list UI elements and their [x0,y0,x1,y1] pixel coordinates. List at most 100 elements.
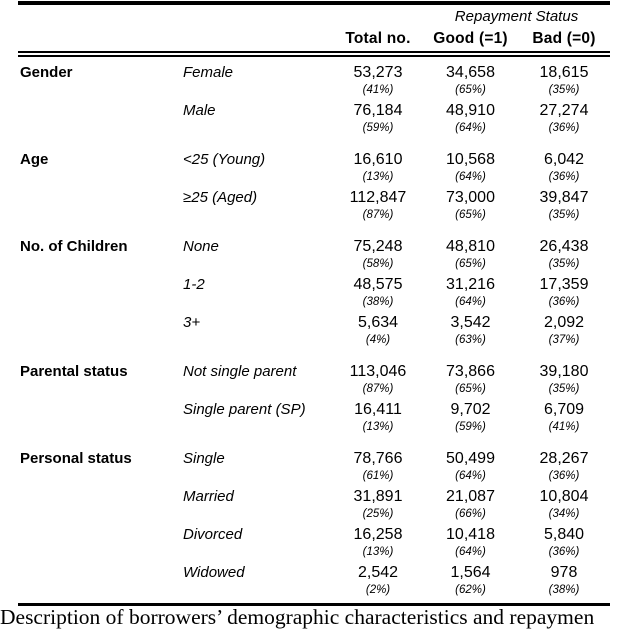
bad-pct-cell: (36%) [548,122,580,134]
table-row-percentages: (13%) (64%) (36%) [18,170,610,188]
total-cell: 76,184 [353,102,403,119]
subcategory-cell: Female [183,64,234,81]
total-pct-cell: (61%) [362,470,394,482]
total-pct-cell: (87%) [362,209,394,221]
bad-cell: 39,180 [539,363,589,380]
good-pct-cell: (63%) [455,334,486,346]
subcategory-cell: ≥25 (Aged) [183,189,258,206]
good-cell: 10,568 [446,151,495,168]
table-row: Divorced 16,258 10,418 5,840 [18,525,610,545]
good-cell: 73,000 [446,189,495,206]
bad-pct-cell: (36%) [548,296,580,308]
good-pct-cell: (62%) [455,584,486,596]
column-header-total: Total no. [345,30,411,47]
category-cell: Gender [20,64,73,81]
category-cell: Parental status [20,363,128,380]
bad-pct-cell: (37%) [548,334,580,346]
good-pct-cell: (64%) [455,470,486,482]
total-pct-cell: (38%) [362,296,394,308]
top-rule [18,1,610,5]
total-cell: 75,248 [353,238,403,255]
table-row-percentages: (13%) (64%) (36%) [18,545,610,563]
bad-cell: 978 [550,564,578,581]
good-cell: 48,910 [446,102,495,119]
bad-cell: 28,267 [539,450,589,467]
total-cell: 113,046 [349,363,407,380]
total-cell: 16,610 [353,151,403,168]
table-row: Age <25 (Young) 16,610 10,568 6,042 [18,150,610,170]
table-caption: Description of borrowers’ demographic ch… [0,605,595,629]
bad-cell: 39,847 [539,189,589,206]
total-cell: 16,411 [354,401,402,418]
table-row-percentages: (4%) (63%) (37%) [18,333,610,351]
table-row: Male 76,184 48,910 27,274 [18,101,610,121]
good-cell: 10,418 [446,526,495,543]
total-cell: 48,575 [353,276,403,293]
good-pct-cell: (64%) [455,122,486,134]
good-cell: 1,564 [450,564,491,581]
bad-cell: 18,615 [539,64,589,81]
total-cell: 2,542 [357,564,399,581]
bottom-rule [18,603,610,606]
subcategory-cell: 1-2 [183,276,205,293]
good-pct-cell: (65%) [455,84,486,96]
good-cell: 73,866 [446,363,495,380]
good-cell: 21,087 [446,488,495,505]
bad-pct-cell: (35%) [548,383,580,395]
bad-cell: 6,042 [543,151,585,168]
table-row: Widowed 2,542 1,564 978 [18,563,610,583]
good-pct-cell: (65%) [455,383,486,395]
table-row-percentages: (59%) (64%) (36%) [18,121,610,139]
total-cell: 53,273 [353,64,403,81]
repayment-status-header: Repayment Status [454,8,579,25]
bad-pct-cell: (35%) [548,84,580,96]
bad-pct-cell: (36%) [548,470,580,482]
total-cell: 31,891 [353,488,403,505]
subcategory-cell: Widowed [183,564,245,581]
good-pct-cell: (59%) [455,421,486,433]
category-cell: Personal status [20,450,132,467]
total-pct-cell: (25%) [362,508,394,520]
table-row-percentages: (87%) (65%) (35%) [18,208,610,226]
table-row: Personal status Single 78,766 50,499 28,267 [18,449,610,469]
total-cell: 5,634 [357,314,399,331]
bad-pct-cell: (34%) [548,508,580,520]
total-pct-cell: (41%) [362,84,394,96]
bad-pct-cell: (41%) [548,421,580,433]
table-row-percentages: (58%) (65%) (35%) [18,257,610,275]
table-row-percentages: (87%) (65%) (35%) [18,382,610,400]
column-header-bad: Bad (=0) [532,30,596,47]
table-section: No. of Children None 75,248 48,810 26,438 (58… [18,237,610,351]
total-pct-cell: (87%) [362,383,394,395]
subcategory-cell: 3+ [183,314,201,331]
bad-cell: 6,709 [543,401,585,418]
subcategory-cell: Single parent (SP) [183,401,306,418]
table-header-row-1: Repayment Status [18,8,610,26]
table-row: Gender Female 53,273 34,658 18,615 [18,63,610,83]
header-double-rule [18,51,610,57]
bad-cell: 5,840 [543,526,585,543]
total-pct-cell: (58%) [362,258,394,270]
bad-pct-cell: (35%) [548,258,580,270]
good-cell: 34,658 [446,64,495,81]
subcategory-cell: Divorced [183,526,243,543]
good-cell: 31,216 [446,276,495,293]
table-row-percentages: (38%) (64%) (36%) [18,295,610,313]
total-pct-cell: (13%) [362,421,394,433]
good-pct-cell: (64%) [455,171,486,183]
subcategory-cell: Male [183,102,216,119]
table-section: Age <25 (Young) 16,610 10,568 6,042 (13%) (64%… [18,150,610,226]
column-header-good: Good (=1) [433,30,508,47]
bad-pct-cell: (36%) [548,171,580,183]
bad-cell: 17,359 [539,276,589,293]
total-cell: 16,258 [353,526,403,543]
good-pct-cell: (65%) [455,209,486,221]
table-row: Single parent (SP) 16,411 9,702 6,709 [18,400,610,420]
table-section: Gender Female 53,273 34,658 18,615 (41%) (65%)… [18,63,610,139]
bad-cell: 26,438 [539,238,589,255]
total-pct-cell: (59%) [362,122,394,134]
table-section: Parental status Not single parent 113,046 7… [18,362,610,438]
table-row-percentages: (13%) (59%) (41%) [18,420,610,438]
table-header-row-2: Total no. Good (=1) Bad (=0) [18,30,610,48]
